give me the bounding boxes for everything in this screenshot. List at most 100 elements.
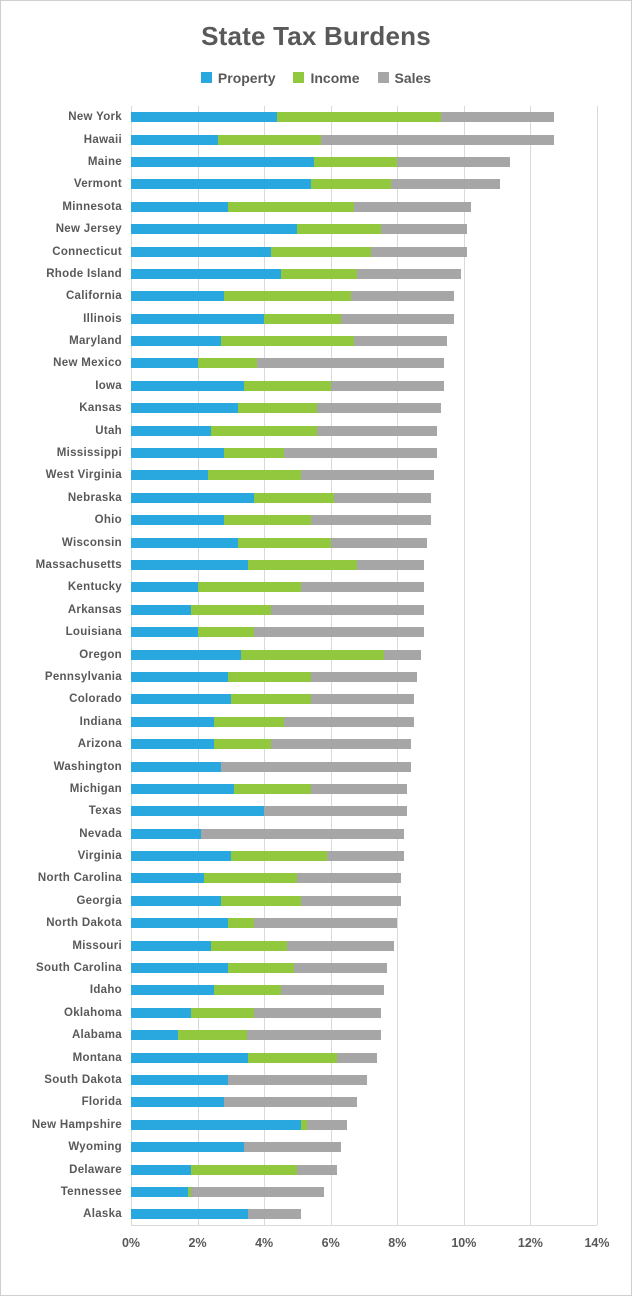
bar-row: Connecticut [1,240,597,262]
bar-segment-income [214,985,281,996]
bar-rows: New York Hawaii Maine Vermont Minnesota New J… [1,106,597,1226]
bar-segment-property [131,1052,248,1063]
bar-track [131,268,597,279]
category-label: Delaware [69,1163,122,1176]
x-axis-label: 10% [451,1235,477,1250]
bar-segment-income [300,1119,308,1130]
x-axis: 0% 2% 4% 6% 8% 10% 12% 14% [122,1231,610,1261]
category-label: Florida [81,1096,122,1109]
chart-title: State Tax Burdens [201,21,431,51]
bar-segment-property [131,918,228,929]
category-label: Missouri [72,939,122,952]
bar-segment-property [131,380,245,391]
category-label: South Dakota [44,1073,122,1086]
bar-segment-property [131,1186,188,1197]
bar-row: North Dakota [1,912,597,934]
bar-segment-property [131,1030,178,1041]
bar-segment-property [131,201,228,212]
bar-segment-income [237,403,318,414]
category-label: Massachusetts [35,559,122,571]
category-label: Maine [87,155,122,168]
bar-segment-property [131,492,255,503]
bar-row: Florida [1,1091,597,1113]
bar-segment-property [131,470,208,481]
bar-segment-sales [357,268,461,279]
bar-segment-property [131,291,225,302]
bar-segment-income [220,895,301,906]
bar-segment-sales [264,806,408,817]
gridline [264,106,266,1225]
bar-segment-property [131,739,215,750]
bar-track [131,112,597,123]
bar-track [131,1074,597,1085]
bar-segment-income [197,582,301,593]
category-label: Colorado [69,693,122,706]
bar-track [131,582,597,593]
bar-segment-sales [354,336,448,347]
bar-row: New Jersey [1,218,597,240]
category-label: Arkansas [67,603,122,616]
bar-row: Alaska [1,1203,597,1225]
bar-segment-income [264,313,341,324]
bar-segment-income [210,425,318,436]
bar-segment-property [131,649,241,660]
legend-label-property: Property [217,69,276,86]
category-label: Tennessee [60,1185,122,1198]
bar-track [131,1186,597,1197]
bar-row: Nevada [1,823,597,845]
bar-segment-property [131,134,218,145]
bar-row: Wyoming [1,1136,597,1158]
bar-row: Missouri [1,934,597,956]
gridline [597,106,598,1225]
bar-segment-property [131,627,198,638]
bar-segment-sales [287,940,394,951]
bar-segment-income [197,627,255,638]
category-label: Alaska [83,1208,122,1221]
bar-row: Nebraska [1,487,597,509]
category-label: Indiana [79,715,122,728]
bar-segment-property [131,425,211,436]
category-label: Georgia [76,894,122,907]
bar-segment-income [270,246,371,257]
bar-track [131,895,597,906]
x-axis-label: 4% [255,1235,274,1250]
bar-segment-sales [254,918,398,929]
property-swatch-icon [200,72,212,83]
bar-track [131,716,597,727]
bar-segment-sales [300,582,424,593]
bar-segment-income [190,1164,298,1175]
bar-segment-sales [254,1007,381,1018]
legend-item-sales: Sales [377,70,431,86]
category-label: New York [68,111,122,124]
bar-segment-property [131,783,235,794]
bar-segment-sales [254,627,424,638]
bar-segment-property [131,224,298,235]
x-axis-label: 12% [517,1235,543,1250]
category-label: Iowa [95,379,122,392]
bar-segment-sales [334,492,431,503]
bar-track [131,224,597,235]
bar-row: Colorado [1,688,597,710]
bar-row: Texas [1,800,597,822]
bar-segment-sales [257,358,444,369]
bar-segment-income [190,1007,255,1018]
bar-track [131,179,597,190]
category-label: New Jersey [55,223,122,236]
bar-segment-sales [440,112,554,123]
bar-row: Montana [1,1046,597,1068]
bar-segment-sales [310,783,408,794]
bar-track [131,985,597,996]
category-label: Hawaii [83,133,122,146]
x-axis-label: 14% [584,1235,610,1250]
bar-segment-sales [244,1142,341,1153]
bar-segment-sales [390,179,501,190]
bar-segment-income [247,1052,338,1063]
bar-segment-income [220,336,354,347]
bar-track [131,560,597,570]
bar-segment-income [227,671,311,682]
sales-swatch-icon [377,72,389,83]
category-label: Wyoming [68,1141,122,1154]
bar-row: Arkansas [1,599,597,621]
bar-segment-income [224,291,351,302]
bar-segment-sales [200,828,404,839]
